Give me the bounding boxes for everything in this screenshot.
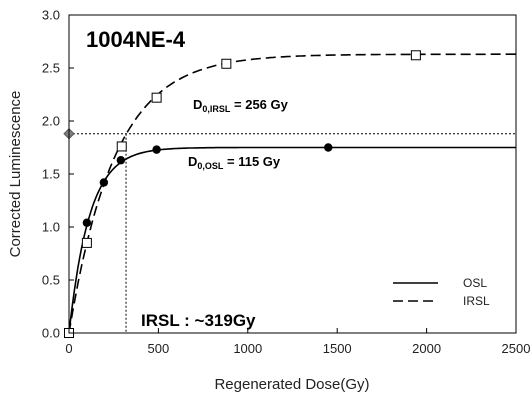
point-osl-4 [152,145,161,154]
d0-irsl-annotation: D0,IRSL = 256 Gy [193,97,289,114]
point-irsl-1 [81,237,92,248]
point-osl-3 [116,156,126,165]
fit-curve-osl [68,146,516,334]
legend-irsl-label: IRSL [463,294,490,308]
axis-ticks [68,14,517,334]
chart-title: 1004NE-4 [86,27,186,52]
d0-irsl-main: D [193,97,202,112]
d0-irsl-value: = 256 Gy [230,97,288,112]
point-irsl-4 [221,58,232,69]
point-irsl-3 [151,92,162,103]
x-tick-label-0: 0 [65,341,72,356]
guide-lines [69,133,516,333]
point-irsl-2 [116,141,127,152]
point-osl-5 [324,143,333,152]
d0-osl-subscript: 0,OSL [197,161,224,171]
y-tick-label-6: 3.0 [42,8,60,23]
x-tick-label-1: 500 [148,341,170,356]
plot-frame [68,14,517,334]
d0-osl-main: D [188,154,197,169]
point-osl-1 [82,218,92,227]
equivalent-dose-result: IRSL : ~319Gy [141,311,256,330]
fit-curve-irsl [68,53,516,334]
x-tick-label-5: 2500 [502,341,531,356]
data-points [63,50,421,338]
x-tick-label-3: 1500 [323,341,352,356]
y-tick-label-0: 0.0 [42,326,60,341]
x-tick-label-2: 1000 [233,341,262,356]
x-axis-title: Regenerated Dose(Gy) [214,376,369,393]
legend-osl-label: OSL [463,276,487,290]
y-tick-label-5: 2.5 [42,61,60,76]
y-tick-label-1: 0.5 [42,273,60,288]
point-irsl-5 [410,50,421,61]
y-tick-label-4: 2.0 [42,114,60,129]
d0-irsl-subscript: 0,IRSL [202,104,231,114]
x-tick-label-4: 2000 [412,341,441,356]
y-tick-label-3: 1.5 [42,167,60,182]
y-tick-label-2: 1.0 [42,220,60,235]
d0-osl-value: = 115 Gy [223,154,281,169]
fit-curves [68,53,516,334]
legend: OSL IRSL [393,276,490,308]
d0-osl-annotation: D0,OSL = 115 Gy [188,154,281,171]
axis-tick-labels: 0 500 1000 1500 2000 2500 0.0 0.5 1.0 1.5 2.0 2.5 3.… [42,8,531,357]
y-axis-title: Corrected Luminescence [7,91,24,258]
point-osl-2 [99,178,109,187]
